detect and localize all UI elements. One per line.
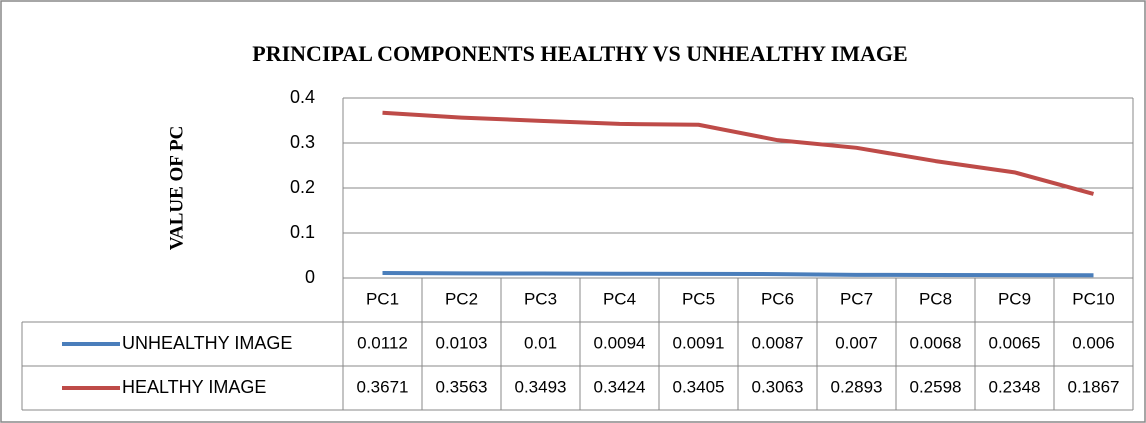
- x-tick-label: PC6: [761, 289, 794, 308]
- y-tick-label: 0: [305, 267, 315, 287]
- data-label: 0.3671: [357, 377, 409, 396]
- data-label: 0.2893: [831, 377, 883, 396]
- data-label: 0.3063: [752, 377, 804, 396]
- data-label: 0.0094: [594, 333, 646, 352]
- x-tick-label: PC1: [366, 289, 399, 308]
- data-label: 0.0068: [910, 333, 962, 352]
- data-label: 0.007: [835, 333, 878, 352]
- data-label: 0.01: [524, 333, 557, 352]
- data-label: 0.1867: [1068, 377, 1120, 396]
- data-label: 0.3563: [436, 377, 488, 396]
- x-tick-label: PC7: [840, 289, 873, 308]
- series-line: [382, 110, 1095, 196]
- x-tick-label: PC8: [919, 289, 952, 308]
- data-label: 0.0087: [752, 333, 804, 352]
- x-tick-label: PC3: [524, 289, 557, 308]
- data-label: 0.2348: [989, 377, 1041, 396]
- x-tick-label: PC5: [682, 289, 715, 308]
- data-label: 0.2598: [910, 377, 962, 396]
- data-label: 0.3405: [673, 377, 725, 396]
- data-label: 0.3493: [515, 377, 567, 396]
- legend-label: HEALTHY IMAGE: [122, 377, 266, 397]
- legend-label: UNHEALTHY IMAGE: [122, 333, 292, 353]
- chart-title: PRINCIPAL COMPONENTS HEALTHY VS UNHEALTH…: [252, 41, 907, 66]
- x-tick-label: PC9: [998, 289, 1031, 308]
- y-axis-label: VALUE OF PC: [166, 126, 187, 251]
- data-label: 0.3424: [594, 377, 646, 396]
- data-label: 0.0112: [357, 333, 408, 352]
- x-tick-label: PC4: [603, 289, 636, 308]
- x-tick-label: PC10: [1072, 289, 1115, 308]
- x-tick-label: PC2: [445, 289, 478, 308]
- y-tick-label: 0.1: [290, 222, 315, 242]
- series-line: [382, 270, 1094, 278]
- data-label: 0.006: [1072, 333, 1115, 352]
- y-tick-label: 0.4: [290, 87, 315, 107]
- data-label: 0.0103: [436, 333, 488, 352]
- data-label: 0.0091: [673, 333, 725, 352]
- data-label: 0.0065: [989, 333, 1041, 352]
- y-tick-label: 0.3: [290, 132, 315, 152]
- y-tick-label: 0.2: [290, 177, 315, 197]
